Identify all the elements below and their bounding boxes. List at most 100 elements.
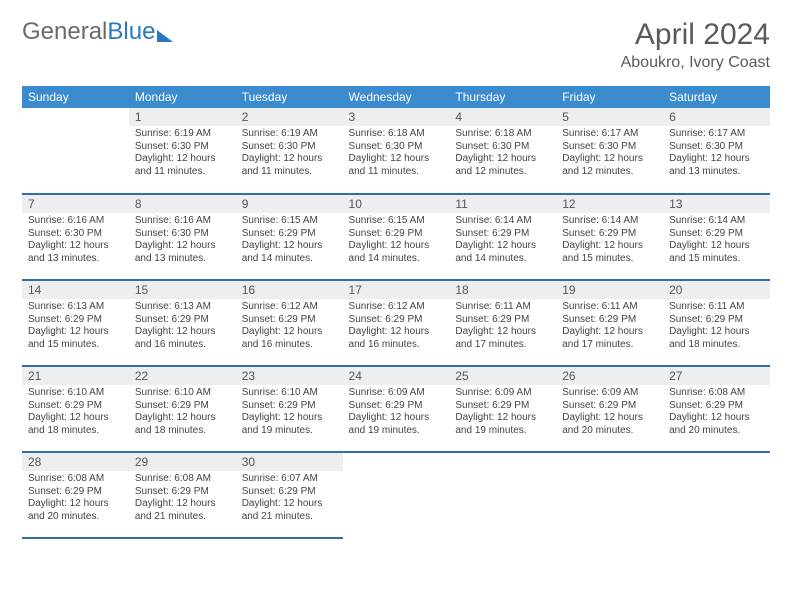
location-label: Aboukro, Ivory Coast: [621, 54, 770, 72]
sunrise-text: Sunrise: 6:17 AM: [669, 128, 764, 141]
sunset-text: Sunset: 6:29 PM: [562, 400, 657, 413]
sunrise-text: Sunrise: 6:08 AM: [669, 387, 764, 400]
day-number: 1: [129, 108, 236, 126]
calendar-cell: 25Sunrise: 6:09 AMSunset: 6:29 PMDayligh…: [449, 366, 556, 452]
day-details: Sunrise: 6:17 AMSunset: 6:30 PMDaylight:…: [556, 126, 663, 182]
day-details: Sunrise: 6:15 AMSunset: 6:29 PMDaylight:…: [343, 213, 450, 269]
day-number: 22: [129, 367, 236, 385]
sunset-text: Sunset: 6:29 PM: [669, 314, 764, 327]
daylight-text: and 20 minutes.: [28, 511, 123, 524]
sunset-text: Sunset: 6:29 PM: [135, 314, 230, 327]
day-details: Sunrise: 6:13 AMSunset: 6:29 PMDaylight:…: [22, 299, 129, 355]
sunset-text: Sunset: 6:30 PM: [135, 141, 230, 154]
day-number: 11: [449, 195, 556, 213]
daylight-text: Daylight: 12 hours: [349, 240, 444, 253]
sunset-text: Sunset: 6:29 PM: [562, 314, 657, 327]
daylight-text: Daylight: 12 hours: [242, 498, 337, 511]
calendar-cell: [556, 452, 663, 538]
day-number: 12: [556, 195, 663, 213]
calendar-head: SundayMondayTuesdayWednesdayThursdayFrid…: [22, 86, 770, 108]
day-number: 28: [22, 453, 129, 471]
weekday-header: Wednesday: [343, 86, 450, 108]
calendar-cell: 21Sunrise: 6:10 AMSunset: 6:29 PMDayligh…: [22, 366, 129, 452]
daylight-text: and 18 minutes.: [135, 425, 230, 438]
daylight-text: Daylight: 12 hours: [135, 412, 230, 425]
sunrise-text: Sunrise: 6:12 AM: [242, 301, 337, 314]
daylight-text: and 12 minutes.: [562, 166, 657, 179]
day-details: Sunrise: 6:09 AMSunset: 6:29 PMDaylight:…: [556, 385, 663, 441]
day-details: Sunrise: 6:10 AMSunset: 6:29 PMDaylight:…: [129, 385, 236, 441]
day-number: 14: [22, 281, 129, 299]
day-number: 27: [663, 367, 770, 385]
daylight-text: and 15 minutes.: [669, 253, 764, 266]
daylight-text: Daylight: 12 hours: [455, 412, 550, 425]
day-number: 6: [663, 108, 770, 126]
logo-text-1: General: [22, 18, 107, 46]
sunset-text: Sunset: 6:29 PM: [669, 400, 764, 413]
daylight-text: Daylight: 12 hours: [455, 153, 550, 166]
day-details: Sunrise: 6:08 AMSunset: 6:29 PMDaylight:…: [22, 471, 129, 527]
daylight-text: and 15 minutes.: [562, 253, 657, 266]
sunset-text: Sunset: 6:29 PM: [242, 314, 337, 327]
daylight-text: and 14 minutes.: [349, 253, 444, 266]
calendar-cell: [449, 452, 556, 538]
calendar-cell: 28Sunrise: 6:08 AMSunset: 6:29 PMDayligh…: [22, 452, 129, 538]
calendar-cell: 22Sunrise: 6:10 AMSunset: 6:29 PMDayligh…: [129, 366, 236, 452]
sunset-text: Sunset: 6:29 PM: [349, 314, 444, 327]
daylight-text: and 13 minutes.: [28, 253, 123, 266]
daylight-text: Daylight: 12 hours: [28, 412, 123, 425]
calendar-cell: 9Sunrise: 6:15 AMSunset: 6:29 PMDaylight…: [236, 194, 343, 280]
day-details: Sunrise: 6:08 AMSunset: 6:29 PMDaylight:…: [663, 385, 770, 441]
day-number: 2: [236, 108, 343, 126]
day-number: 24: [343, 367, 450, 385]
day-details: Sunrise: 6:18 AMSunset: 6:30 PMDaylight:…: [343, 126, 450, 182]
daylight-text: Daylight: 12 hours: [242, 240, 337, 253]
sunset-text: Sunset: 6:29 PM: [242, 400, 337, 413]
daylight-text: Daylight: 12 hours: [669, 412, 764, 425]
sunrise-text: Sunrise: 6:07 AM: [242, 473, 337, 486]
daylight-text: and 16 minutes.: [242, 339, 337, 352]
daylight-text: and 19 minutes.: [349, 425, 444, 438]
day-number: 10: [343, 195, 450, 213]
logo: GeneralBlue: [22, 18, 173, 46]
daylight-text: Daylight: 12 hours: [562, 153, 657, 166]
sunrise-text: Sunrise: 6:10 AM: [28, 387, 123, 400]
day-number: 18: [449, 281, 556, 299]
sunrise-text: Sunrise: 6:16 AM: [135, 215, 230, 228]
day-number: 15: [129, 281, 236, 299]
sunset-text: Sunset: 6:30 PM: [455, 141, 550, 154]
day-details: Sunrise: 6:10 AMSunset: 6:29 PMDaylight:…: [236, 385, 343, 441]
calendar-cell: 1Sunrise: 6:19 AMSunset: 6:30 PMDaylight…: [129, 108, 236, 194]
day-number: 19: [556, 281, 663, 299]
daylight-text: Daylight: 12 hours: [135, 498, 230, 511]
calendar-cell: 13Sunrise: 6:14 AMSunset: 6:29 PMDayligh…: [663, 194, 770, 280]
sunrise-text: Sunrise: 6:18 AM: [455, 128, 550, 141]
sunrise-text: Sunrise: 6:11 AM: [455, 301, 550, 314]
daylight-text: and 15 minutes.: [28, 339, 123, 352]
day-details: Sunrise: 6:12 AMSunset: 6:29 PMDaylight:…: [343, 299, 450, 355]
daylight-text: Daylight: 12 hours: [349, 412, 444, 425]
daylight-text: and 21 minutes.: [242, 511, 337, 524]
sunset-text: Sunset: 6:30 PM: [669, 141, 764, 154]
day-details: Sunrise: 6:11 AMSunset: 6:29 PMDaylight:…: [556, 299, 663, 355]
sunset-text: Sunset: 6:29 PM: [135, 400, 230, 413]
sunset-text: Sunset: 6:29 PM: [455, 314, 550, 327]
sunrise-text: Sunrise: 6:14 AM: [669, 215, 764, 228]
day-details: Sunrise: 6:09 AMSunset: 6:29 PMDaylight:…: [449, 385, 556, 441]
sunset-text: Sunset: 6:29 PM: [28, 314, 123, 327]
sunset-text: Sunset: 6:29 PM: [28, 486, 123, 499]
daylight-text: and 18 minutes.: [28, 425, 123, 438]
sunrise-text: Sunrise: 6:15 AM: [242, 215, 337, 228]
sunset-text: Sunset: 6:30 PM: [28, 228, 123, 241]
sunrise-text: Sunrise: 6:14 AM: [562, 215, 657, 228]
sunset-text: Sunset: 6:29 PM: [242, 228, 337, 241]
daylight-text: and 11 minutes.: [135, 166, 230, 179]
sunset-text: Sunset: 6:30 PM: [562, 141, 657, 154]
daylight-text: Daylight: 12 hours: [455, 326, 550, 339]
daylight-text: Daylight: 12 hours: [242, 153, 337, 166]
sunset-text: Sunset: 6:29 PM: [455, 228, 550, 241]
daylight-text: and 13 minutes.: [669, 166, 764, 179]
sunset-text: Sunset: 6:30 PM: [242, 141, 337, 154]
day-details: Sunrise: 6:17 AMSunset: 6:30 PMDaylight:…: [663, 126, 770, 182]
day-details: Sunrise: 6:19 AMSunset: 6:30 PMDaylight:…: [129, 126, 236, 182]
